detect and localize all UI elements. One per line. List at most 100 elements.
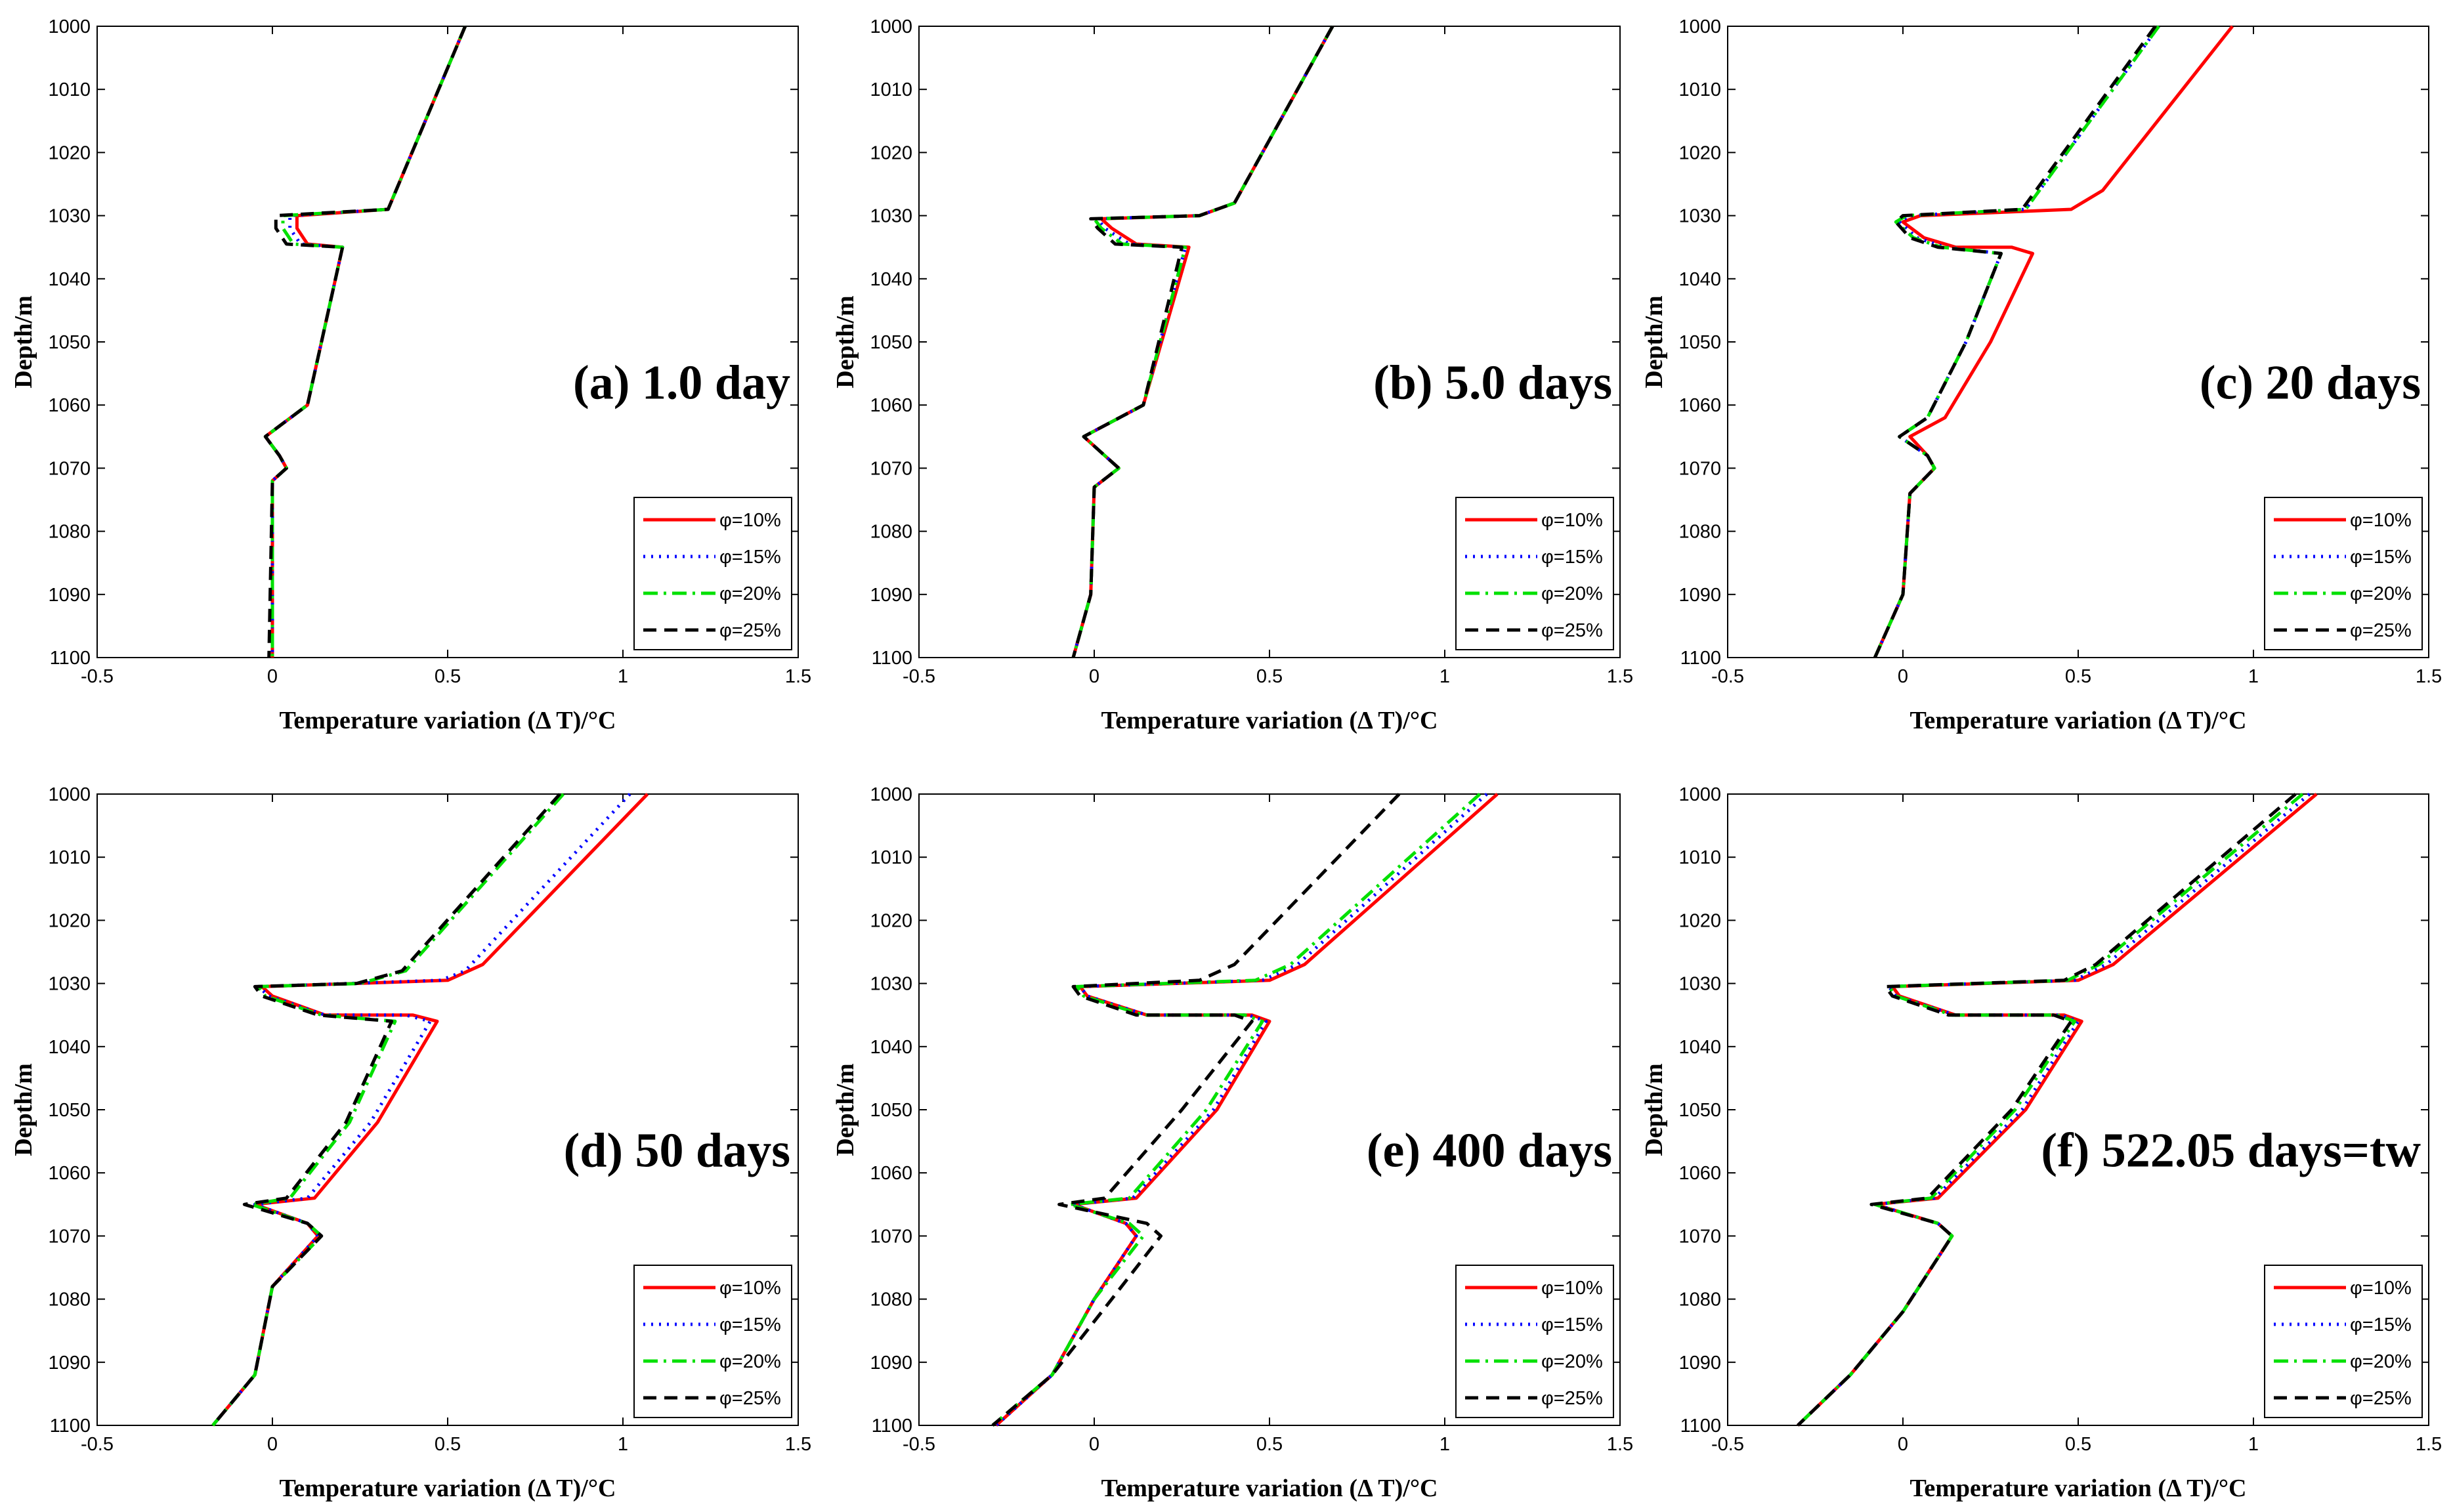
legend-label-phi15: φ=15% <box>719 547 781 568</box>
x-tick-label: -0.5 <box>903 666 935 687</box>
series-line-phi10 <box>994 793 1499 1427</box>
y-tick-label: 1030 <box>870 974 912 995</box>
legend-label-phi25: φ=25% <box>2350 620 2412 641</box>
y-tick-label: 1050 <box>48 1100 91 1121</box>
y-tick-label: 1090 <box>48 1353 91 1374</box>
panel-e: -0.5 0 0.5 1 1.5 1000 1010 1020 1030 1040 1050 1060… <box>832 784 1633 1502</box>
legend-box <box>633 497 792 650</box>
y-tick-label: 1020 <box>1678 142 1721 163</box>
x-tick-label: 1.5 <box>1607 666 1633 687</box>
y-tick-label: 1090 <box>48 585 91 606</box>
x-tick-label: -0.5 <box>81 1434 114 1455</box>
legend-label-phi20: φ=20% <box>2350 1351 2412 1372</box>
x-tick-label: 1.5 <box>2416 666 2442 687</box>
y-tick-label: 1000 <box>870 784 912 805</box>
legend: φ=10% φ=15% φ=20% φ=25% <box>1455 1265 1614 1418</box>
y-tick-label: 1050 <box>870 1100 912 1121</box>
y-tick-label: 1020 <box>870 142 912 163</box>
y-tick-label: 1040 <box>48 1037 91 1058</box>
x-axis-label: Temperature variation (Δ T)/°C <box>1910 707 2247 734</box>
y-axis-label: Depth/m <box>832 1063 859 1156</box>
x-tick-label: 1 <box>618 1434 628 1455</box>
panel-title: (f) 522.05 days=tw <box>2041 1124 2421 1178</box>
y-tick-label: 1100 <box>1680 648 1721 669</box>
y-tick-label: 1030 <box>48 206 91 227</box>
y-tick-label: 1100 <box>872 1416 912 1437</box>
legend-label-phi25: φ=25% <box>1541 620 1603 641</box>
x-tick-label: 0 <box>1089 666 1099 687</box>
panel-title: (d) 50 days <box>564 1124 790 1178</box>
y-axis-label: Depth/m <box>10 1063 37 1156</box>
legend-label-phi10: φ=10% <box>719 1278 781 1299</box>
y-tick-label: 1070 <box>870 458 912 479</box>
y-tick-label: 1090 <box>870 1353 912 1374</box>
y-axis-label: Depth/m <box>10 295 37 388</box>
legend-label-phi25: φ=25% <box>719 620 781 641</box>
y-tick-label: 1010 <box>1678 847 1721 868</box>
y-tick-label: 1080 <box>1678 1290 1721 1311</box>
y-tick-label: 1050 <box>1678 1100 1721 1121</box>
x-tick-label: 1 <box>1440 1434 1450 1455</box>
legend-box <box>2264 497 2423 650</box>
legend: φ=10% φ=15% φ=20% φ=25% <box>2264 1265 2423 1418</box>
x-tick-label: -0.5 <box>81 666 114 687</box>
x-tick-label: 0.5 <box>1256 666 1283 687</box>
panel-title: (e) 400 days <box>1367 1124 1612 1178</box>
x-tick-label: 1 <box>2248 666 2259 687</box>
y-tick-label: 1060 <box>1678 395 1721 416</box>
legend-label-phi15: φ=15% <box>1541 547 1603 568</box>
y-tick-label: 1010 <box>48 79 91 100</box>
legend-label-phi25: φ=25% <box>719 1388 781 1409</box>
legend-label-phi25: φ=25% <box>1541 1388 1603 1409</box>
legend-box <box>633 1265 792 1418</box>
x-tick-label: 0.5 <box>435 666 461 687</box>
y-axis-label: Depth/m <box>1640 1063 1668 1156</box>
legend-label-phi20: φ=20% <box>1541 583 1603 604</box>
y-tick-label: 1080 <box>870 522 912 543</box>
y-axis-label: Depth/m <box>1640 295 1668 388</box>
panel-b: -0.5 0 0.5 1 1.5 1000 1010 1020 1030 1040 1050 1060… <box>832 16 1633 734</box>
y-tick-label: 1060 <box>48 1163 91 1184</box>
legend: φ=10% φ=15% φ=20% φ=25% <box>1455 497 1614 650</box>
y-tick-label: 1000 <box>1678 784 1721 805</box>
y-tick-label: 1050 <box>48 332 91 353</box>
y-tick-label: 1030 <box>48 974 91 995</box>
x-axis-label: Temperature variation (Δ T)/°C <box>280 707 616 734</box>
legend-label-phi10: φ=10% <box>719 510 781 531</box>
y-tick-label: 1080 <box>48 522 91 543</box>
x-tick-label: 0.5 <box>435 1434 461 1455</box>
y-tick-label: 1000 <box>870 16 912 37</box>
y-tick-label: 1010 <box>870 79 912 100</box>
y-tick-label: 1100 <box>1680 1416 1721 1437</box>
panel-f: -0.5 0 0.5 1 1.5 1000 1010 1020 1030 1040 1050 1060… <box>1640 784 2442 1502</box>
panel-title: (b) 5.0 days <box>1373 356 1612 410</box>
y-tick-label: 1020 <box>48 910 91 931</box>
legend-label-phi20: φ=20% <box>719 583 781 604</box>
y-tick-label: 1010 <box>48 847 91 868</box>
y-tick-label: 1020 <box>1678 910 1721 931</box>
x-tick-label: -0.5 <box>1711 666 1744 687</box>
legend-label-phi20: φ=20% <box>719 1351 781 1372</box>
y-tick-label: 1100 <box>50 648 91 669</box>
x-tick-label: 1.5 <box>785 666 811 687</box>
legend-label-phi10: φ=10% <box>1541 1278 1603 1299</box>
legend-label-phi15: φ=15% <box>719 1314 781 1335</box>
panel-d: -0.5 0 0.5 1 1.5 1000 1010 1020 1030 1040 1050 1060… <box>10 784 811 1502</box>
x-tick-label: 1 <box>2248 1434 2259 1455</box>
legend-label-phi10: φ=10% <box>1541 510 1603 531</box>
y-tick-label: 1090 <box>870 585 912 606</box>
panel-c: -0.5 0 0.5 1 1.5 1000 1010 1020 1030 1040 1050 1060… <box>1640 16 2442 734</box>
series-line-phi20 <box>1071 25 1334 658</box>
x-tick-label: 0.5 <box>1256 1434 1283 1455</box>
legend-box <box>1455 497 1614 650</box>
x-tick-label: 0.5 <box>2065 666 2091 687</box>
legend: φ=10% φ=15% φ=20% φ=25% <box>633 497 792 650</box>
y-tick-label: 1000 <box>48 16 91 37</box>
legend-label-phi10: φ=10% <box>2350 1278 2412 1299</box>
legend-box <box>1455 1265 1614 1418</box>
x-axis-label: Temperature variation (Δ T)/°C <box>1101 707 1438 734</box>
series-line-phi25 <box>1071 25 1334 658</box>
legend-label-phi10: φ=10% <box>2350 510 2412 531</box>
series-line-phi25 <box>1873 25 2157 659</box>
series-line-phi20 <box>991 793 1482 1427</box>
